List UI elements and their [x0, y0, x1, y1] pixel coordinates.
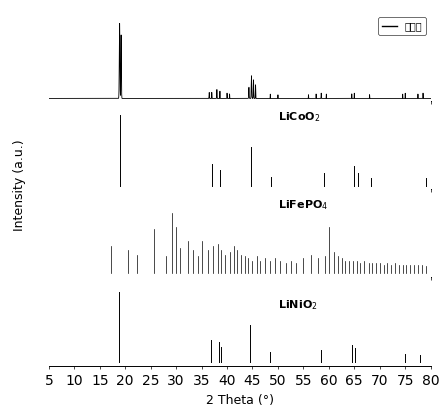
X-axis label: 2 Theta (°): 2 Theta (°): [206, 394, 274, 406]
Legend: 锻烧样: 锻烧样: [378, 17, 426, 35]
Text: LiFePO$_4$: LiFePO$_4$: [278, 199, 328, 212]
Text: LiCoO$_2$: LiCoO$_2$: [278, 110, 321, 124]
Text: Intensity (a.u.): Intensity (a.u.): [13, 139, 26, 231]
Text: LiNiO$_2$: LiNiO$_2$: [278, 298, 317, 312]
